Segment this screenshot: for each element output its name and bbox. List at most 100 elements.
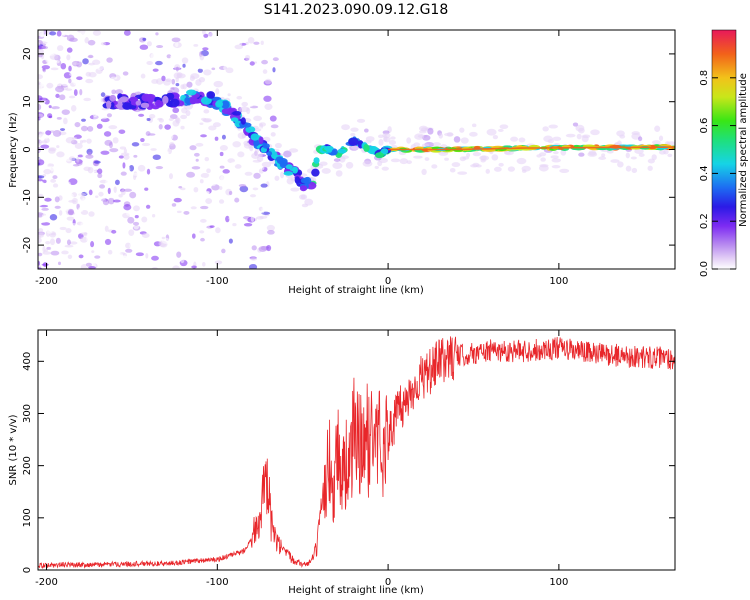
heatmap-noise-cell: [162, 151, 170, 154]
heatmap-noise-cell: [56, 45, 64, 52]
heatmap-noise-cell: [261, 65, 271, 71]
heatmap-noise-cell: [269, 115, 277, 122]
heatmap-halo-cell: [213, 80, 224, 88]
heatmap-noise-cell: [247, 114, 254, 119]
heatmap-noise-cell: [250, 257, 258, 261]
heatmap-halo-cell: [274, 142, 282, 149]
heatmap-halo-cell: [480, 159, 486, 163]
heatmap-noise-cell: [78, 56, 82, 63]
heatmap-noise-cell: [52, 130, 62, 137]
heatmap-noise-cell: [61, 136, 66, 141]
heatmap-noise-cell: [158, 209, 164, 215]
heatmap-halo-cell: [631, 167, 638, 174]
heatmap-noise-cell: [38, 74, 43, 80]
heatmap-halo-cell: [588, 150, 597, 156]
heatmap-noise-cell: [131, 142, 140, 147]
heatmap-noise-cell: [227, 227, 236, 234]
heatmap-noise-cell: [143, 117, 147, 124]
heatmap-noise-cell: [272, 57, 279, 62]
heatmap-noise-cell: [155, 60, 163, 66]
heatmap-noise-cell: [44, 197, 52, 202]
heatmap-noise-cell: [138, 113, 145, 117]
heatmap-halo-cell: [647, 165, 653, 171]
heatmap-noise-cell: [270, 124, 279, 129]
heatmap-noise-cell: [85, 262, 92, 267]
heatmap-noise-cell: [68, 65, 72, 72]
heatmap-noise-cell: [87, 166, 94, 174]
heatmap-ridge-cell: [184, 97, 190, 105]
heatmap-halo-cell: [175, 117, 181, 124]
snr-x-tick-label: 0: [385, 577, 391, 588]
heatmap-noise-cell: [66, 239, 71, 246]
heatmap-noise-cell: [228, 216, 234, 220]
heatmap-noise-cell: [169, 114, 178, 120]
heatmap-x-tick-label: 100: [549, 276, 568, 287]
heatmap-noise-cell: [118, 138, 125, 144]
heatmap-noise-cell: [125, 248, 133, 253]
heatmap-noise-cell: [146, 60, 153, 66]
heatmap-halo-cell: [507, 166, 515, 172]
heatmap-noise-cell: [38, 218, 48, 223]
heatmap-halo-cell: [539, 163, 549, 168]
heatmap-halo-cell: [413, 142, 421, 147]
heatmap-noise-cell: [94, 257, 100, 264]
heatmap-y-tick-label: 20: [22, 48, 33, 61]
heatmap-noise-cell: [150, 224, 158, 228]
heatmap-halo-cell: [374, 165, 379, 169]
heatmap-halo-cell: [510, 136, 519, 142]
heatmap-noise-cell: [155, 165, 164, 170]
heatmap-halo-cell: [578, 152, 585, 157]
heatmap-halo-cell: [432, 142, 441, 147]
heatmap-ridge-cell: [292, 166, 299, 174]
heatmap-noise-cell: [55, 237, 61, 244]
heatmap-noise-cell: [261, 207, 265, 214]
heatmap-noise-cell: [51, 187, 60, 191]
heatmap-noise-cell: [56, 151, 65, 158]
heatmap-noise-cell: [40, 80, 46, 87]
heatmap-noise-cell: [200, 237, 205, 242]
heatmap-noise-cell: [260, 183, 268, 188]
heatmap-noise-cell: [262, 69, 268, 74]
heatmap-noise-cell: [144, 180, 150, 184]
heatmap-noise-cell: [92, 134, 98, 139]
heatmap-noise-cell: [225, 215, 230, 223]
heatmap-noise-cell: [201, 30, 206, 35]
heatmap-noise-cell: [199, 230, 205, 234]
heatmap-noise-cell: [150, 148, 157, 151]
heatmap-noise-cell: [230, 161, 237, 166]
heatmap-noise-cell: [166, 250, 171, 255]
heatmap-noise-cell: [44, 134, 48, 140]
heatmap-noise-cell: [119, 146, 127, 150]
heatmap-noise-cell: [54, 74, 62, 78]
heatmap-noise-cell: [195, 142, 204, 147]
heatmap-halo-cell: [251, 152, 260, 159]
heatmap-halo-cell: [444, 157, 449, 161]
heatmap-noise-cell: [266, 224, 275, 232]
heatmap-noise-cell: [144, 30, 151, 38]
heatmap-halo-cell: [547, 139, 554, 144]
heatmap-halo-cell: [572, 122, 579, 127]
heatmap-noise-cell: [79, 169, 86, 173]
heatmap-noise-cell: [38, 193, 44, 198]
heatmap-halo-cell: [185, 110, 191, 117]
heatmap-noise-cell: [123, 204, 132, 211]
heatmap-noise-cell: [39, 97, 48, 101]
heatmap-noise-cell: [171, 78, 176, 85]
heatmap-noise-cell: [232, 141, 241, 148]
heatmap-noise-cell: [214, 260, 223, 265]
heatmap-halo-cell: [377, 160, 383, 167]
heatmap-halo-cell: [249, 146, 254, 152]
heatmap-noise-cell: [210, 69, 220, 75]
heatmap-noise-cell: [259, 215, 268, 219]
heatmap-noise-cell: [267, 229, 275, 235]
heatmap-noise-cell: [41, 30, 45, 34]
heatmap-noise-cell: [80, 232, 88, 235]
heatmap-noise-cell: [45, 241, 51, 245]
heatmap-ridge-cell: [215, 100, 224, 108]
heatmap-halo-cell: [598, 156, 607, 160]
heatmap-y-tick-label: -10: [22, 189, 33, 205]
heatmap-noise-cell: [194, 57, 201, 64]
heatmap-noise-cell: [151, 79, 159, 84]
heatmap-noise-cell: [95, 35, 99, 42]
